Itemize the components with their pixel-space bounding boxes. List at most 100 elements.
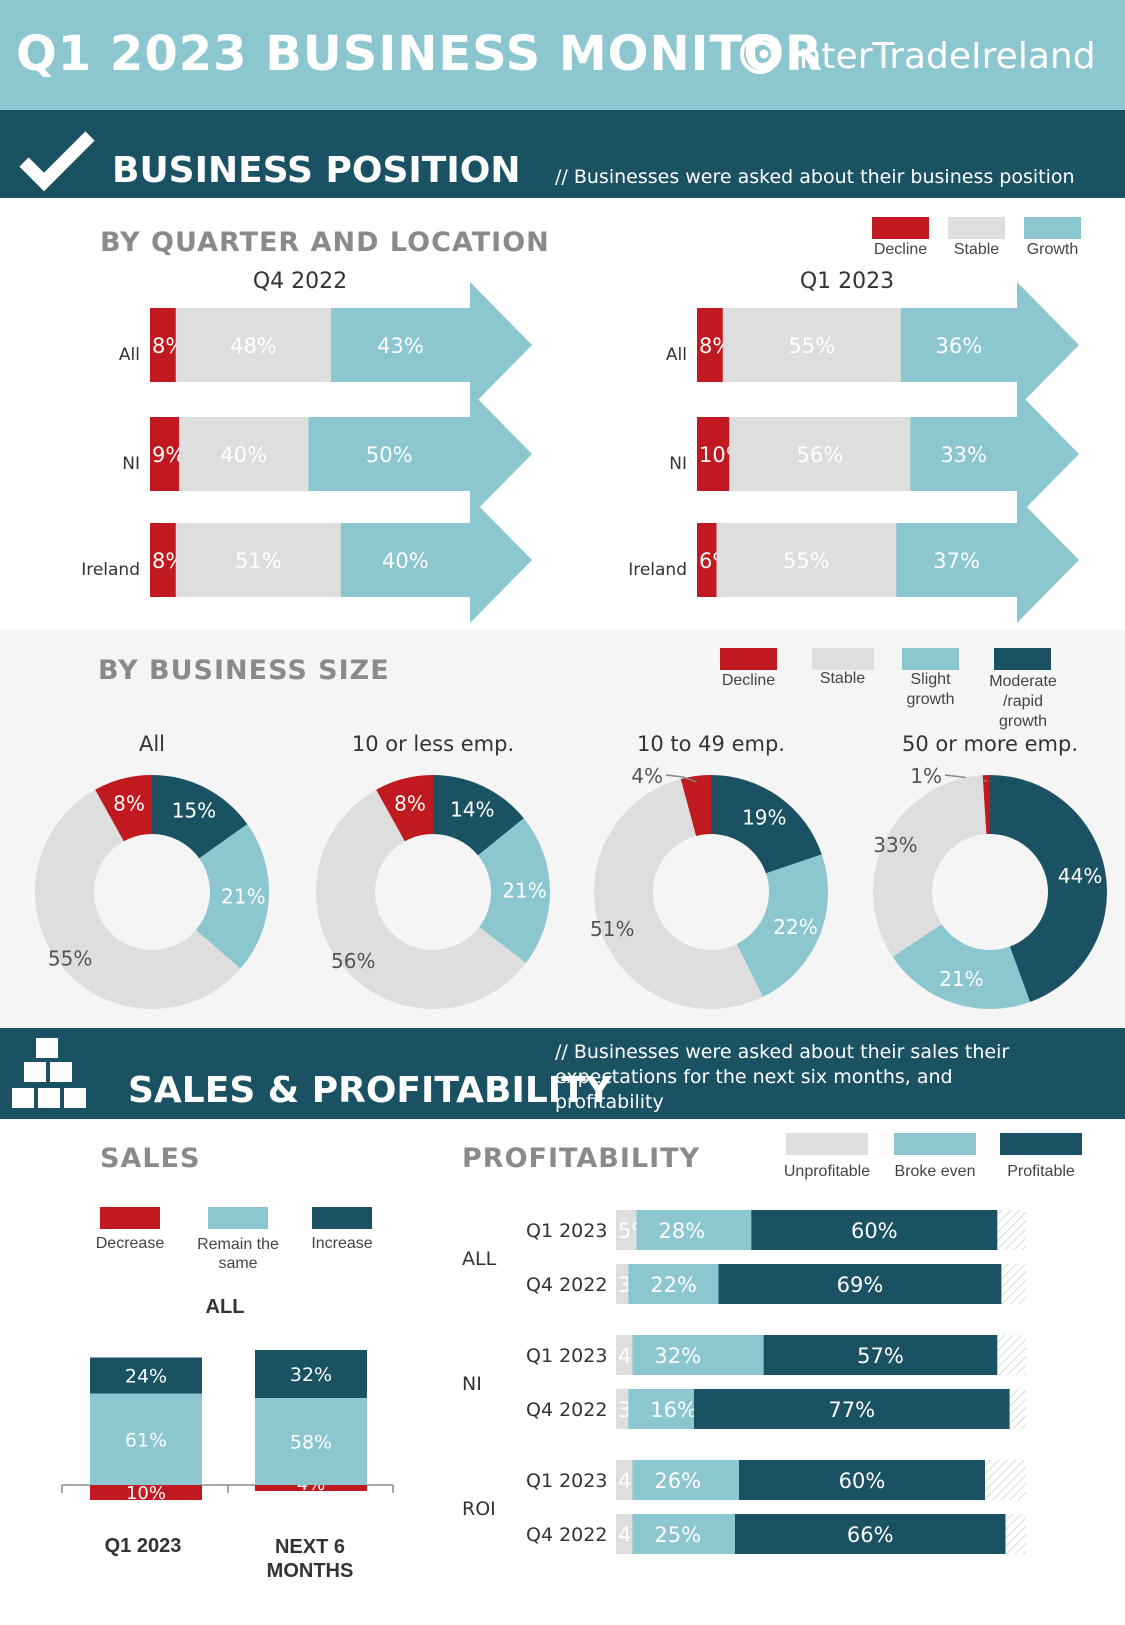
legend-swatch-stable [948,217,1005,239]
bar-segment-stable [722,308,901,382]
legend-label-decline-size: Decline [721,672,776,689]
sales-category-label: NEXT 6 MONTHS [266,1536,354,1582]
legend-swatch-profitable [1000,1133,1082,1155]
profitability-period-label: Q4 2022 [526,1274,607,1296]
profitability-group-label: ROI [462,1498,496,1520]
data-label: 28% [659,1219,706,1243]
donut-slice-slight [892,924,1031,1009]
sales-bar-remain [255,1398,367,1485]
bar-segment-profitable [693,1389,1010,1429]
data-label: 22% [650,1273,697,1297]
data-label: 25% [654,1523,701,1547]
data-label: 66% [847,1523,894,1547]
sales-bar-decrease [255,1485,367,1491]
row-label: All [666,345,687,365]
bar-segment-unprofitable [616,1389,629,1429]
sales-profitability-title: SALES & PROFITABILITY [128,1070,612,1111]
bar-segment-profitable [751,1210,998,1250]
legend-label-slight: Slight growth [906,671,955,708]
bar-segment-profitable [739,1460,985,1500]
data-label: 10% [126,1483,166,1500]
legend-swatch-broke-even [894,1133,976,1155]
donut-title: 10 or less emp. [352,732,514,756]
business-position-note: // Businesses were asked about their bus… [555,166,1075,188]
data-label: 56% [796,443,843,467]
by-quarter-location-heading: BY QUARTER AND LOCATION [100,227,550,258]
donut-slice-stable [873,775,987,957]
legend-label-decline: Decline [873,241,928,258]
legend-swatch-stable-size [812,648,874,670]
donut-title: 10 to 49 emp. [637,732,785,756]
donut-label: 33% [873,833,917,857]
quarter-title: Q1 2023 [800,270,894,294]
bar-segment-growth [910,391,1079,517]
top-banner: Q1 2023 BUSINESS MONITOR InterTradeIrela… [0,0,1125,110]
data-label: 61% [125,1429,167,1451]
bar-segment-stable [729,417,911,491]
sales-chart: 10%61%24%4%58%32% [61,1350,394,1500]
data-label: 60% [851,1219,898,1243]
bar-segment-growth [331,282,532,408]
bar-segment-stable [179,417,309,491]
bar-segment-decline [697,417,730,491]
sales-profitability-bar: SALES & PROFITABILITY // Businesses were… [0,1028,1125,1119]
business-position-bar: BUSINESS POSITION // Businesses were ask… [0,110,1125,198]
row-label: Ireland [81,560,140,580]
bar-segment-broke-even [632,1335,764,1375]
data-label: 37% [933,549,980,573]
quarter-title: Q4 2022 [253,270,347,294]
donut-label: 51% [590,917,634,941]
bar-segment-profitable [734,1514,1006,1554]
donut-slice-moderate [152,775,248,859]
donut-slice-stable [316,789,527,1009]
donut-title: All [139,732,165,756]
donut-label: 8% [394,791,426,815]
bar-segment-profitable [718,1264,1002,1304]
sales-chart-title: ALL [205,1296,245,1318]
donut-label: 19% [742,806,786,830]
legend-label-broke-even: Broke even [894,1163,976,1180]
row-label: NI [122,454,140,474]
sales-bar-increase [255,1350,367,1398]
data-label: 32% [290,1364,332,1386]
donut-label: 1% [910,764,942,788]
bar-segment-stable [716,523,897,597]
legend-label-stable-size: Stable [819,670,866,687]
logo-text: InterTradeIreland [788,36,1096,77]
bar-segment-stable [175,523,341,597]
data-label: 33% [940,443,987,467]
donut-label: 14% [450,797,494,821]
legend-label-unprofitable: Unprofitable [783,1163,871,1180]
checkmark-icon [19,131,95,192]
donut-label: 56% [331,949,375,973]
data-label: 57% [857,1344,904,1368]
sales-category-label: Q1 2023 [104,1535,182,1557]
data-label: 77% [828,1398,875,1422]
donut-slice-decline [95,775,152,842]
row-label: All [119,345,140,365]
profitability-period-label: Q1 2023 [526,1470,607,1492]
donut-slice-stable [593,778,763,1009]
legend-swatch-decline [872,217,929,239]
donut-slice-stable [35,789,241,1009]
profitability-period-label: Q1 2023 [526,1220,607,1242]
bar-segment-unprofitable [616,1335,633,1375]
donut-label: 55% [48,947,92,971]
bar-segment-stable [175,308,332,382]
row-label: Ireland [628,560,687,580]
data-label: 51% [235,549,282,573]
intertradeireland-logo: InterTradeIreland [738,30,1118,86]
data-label: 69% [837,1273,884,1297]
leader-line [665,774,697,783]
profitability-period-label: Q4 2022 [526,1524,607,1546]
data-label: 40% [220,443,267,467]
data-label: 32% [654,1344,701,1368]
donut-label: 21% [939,967,983,991]
bar-segment-broke-even [632,1514,735,1554]
bar-segment-unprofitable [616,1460,633,1500]
bar-segment-growth [900,282,1079,408]
bar-segment-decline [697,523,717,597]
donut-label: 21% [221,884,265,908]
donut-slice-moderate [433,775,524,856]
